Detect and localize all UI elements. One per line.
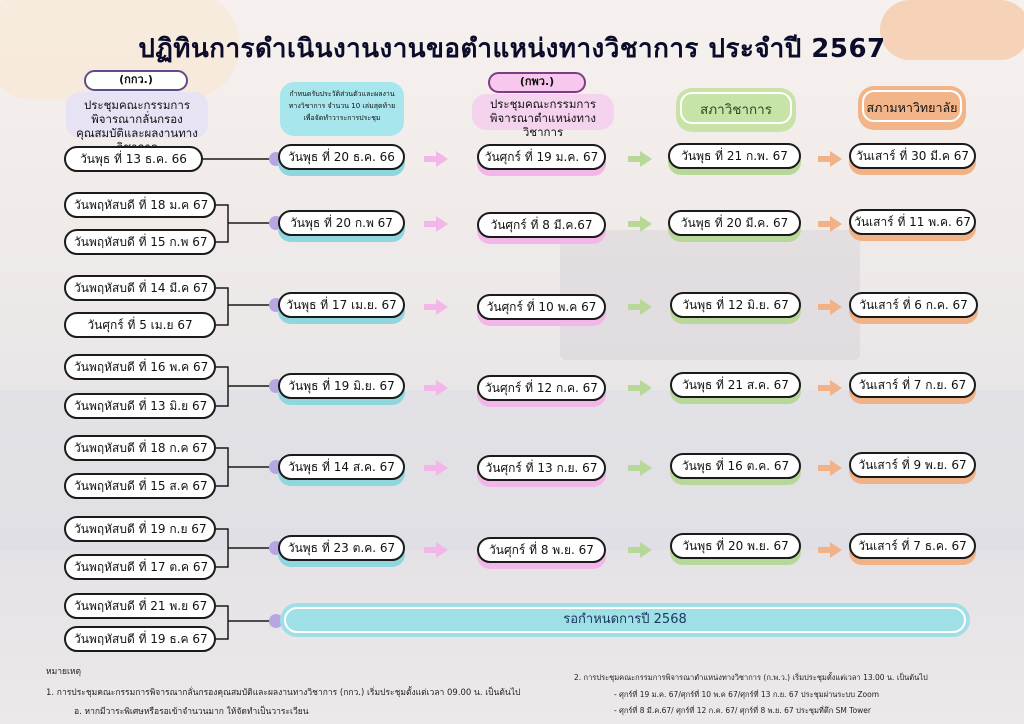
arrow-to-kpw-2 [424, 216, 448, 232]
arrow-to-council-5 [628, 460, 652, 476]
left-date-6: วันพฤหัสบดี ที่ 16 พ.ค 67 [64, 354, 216, 380]
submit-date-2: วันพุธ ที่ 20 ก.พ 67 [278, 210, 405, 236]
council-date-6: วันพุธ ที่ 20 พ.ย. 67 [670, 533, 801, 559]
kpw-date-2: วันศุกร์ ที่ 8 มี.ค.67 [477, 212, 606, 238]
univ-date-4: วันเสาร์ ที่ 7 ก.ย. 67 [849, 372, 976, 398]
arrow-to-kpw-3 [424, 299, 448, 315]
arrow-to-univ-6 [818, 542, 842, 558]
page-title: ปฏิทินการดำเนินงานงานขอตำแหน่งทางวิชาการ… [138, 34, 886, 64]
submit-date-5: วันพุธ ที่ 14 ส.ค. 67 [278, 454, 405, 480]
connector-row-7 [216, 605, 276, 640]
left-date-8: วันพฤหัสบดี ที่ 18 ก.ค 67 [64, 435, 216, 461]
left-date-3: วันพฤหัสบดี ที่ 15 ก.พ 67 [64, 229, 216, 255]
kpw-date-6: วันศุกร์ ที่ 8 พ.ย. 67 [477, 537, 606, 563]
arrow-to-univ-4 [818, 380, 842, 396]
arrow-to-univ-3 [818, 299, 842, 315]
kpw-date-3: วันศุกร์ ที่ 10 พ.ค 67 [477, 294, 606, 320]
arrow-to-univ-2 [818, 216, 842, 232]
connector-row-6 [216, 528, 276, 568]
univ-date-1: วันเสาร์ ที่ 30 มี.ค 67 [849, 143, 976, 169]
left-date-12: วันพฤหัสบดี ที่ 21 พ.ย 67 [64, 593, 216, 619]
submit-date-1: วันพุธ ที่ 20 ธ.ค. 66 [278, 144, 405, 170]
council-date-2: วันพุธ ที่ 20 มี.ค. 67 [668, 210, 801, 236]
note-2b: - ศุกร์ที่ 8 มี.ค.67/ ศุกร์ที่ 12 ก.ค. 6… [614, 706, 872, 715]
header-col1-badge: (กกว.) [84, 70, 188, 91]
left-date-2: วันพฤหัสบดี ที่ 18 ม.ค 67 [64, 192, 216, 218]
submit-date-6: วันพุธ ที่ 23 ต.ค. 67 [278, 535, 405, 561]
council-date-5: วันพุธ ที่ 16 ต.ค. 67 [670, 453, 801, 479]
note-2a: - ศุกร์ที่ 19 ม.ค. 67/ศุกร์ที่ 10 พ.ค 67… [614, 690, 880, 699]
left-date-4: วันพฤหัสบดี ที่ 14 มี.ค 67 [64, 275, 216, 301]
arrow-to-kpw-6 [424, 542, 448, 558]
kpw-date-5: วันศุกร์ ที่ 13 ก.ย. 67 [477, 455, 606, 481]
council-date-3: วันพุธ ที่ 12 มิ.ย. 67 [670, 292, 801, 318]
arrow-to-kpw-1 [424, 151, 448, 167]
connector-row-3 [216, 287, 276, 326]
header-col2: กำหนดรับประวัติส่วนตัวและผลงานทางวิชาการ… [280, 82, 404, 136]
arrow-to-council-2 [628, 216, 652, 232]
left-date-9: วันพฤหัสบดี ที่ 15 ส.ค 67 [64, 473, 216, 499]
header-col4: สภาวิชาการ [676, 88, 796, 132]
univ-date-3: วันเสาร์ ที่ 6 ก.ค. 67 [849, 292, 978, 318]
connector-row-4 [216, 366, 276, 407]
left-date-5: วันศุกร์ ที่ 5 เม.ย 67 [64, 312, 216, 338]
left-date-7: วันพฤหัสบดี ที่ 13 มิ.ย 67 [64, 393, 216, 419]
arrow-to-univ-5 [818, 460, 842, 476]
header-col3: ประชุมคณะกรรมการพิจารณาตำแหน่งทางวิชาการ [472, 94, 614, 139]
univ-date-6: วันเสาร์ ที่ 7 ธ.ค. 67 [849, 533, 976, 559]
left-date-13: วันพฤหัสบดี ที่ 19 ธ.ค 67 [64, 626, 216, 652]
header-col5-text: สภามหาวิทยาลัย [862, 90, 962, 122]
council-date-1: วันพุธ ที่ 21 ก.พ. 67 [668, 143, 801, 169]
header-col5: สภามหาวิทยาลัย [858, 86, 966, 130]
left-date-11: วันพฤหัสบดี ที่ 17 ต.ค 67 [64, 554, 216, 580]
waiting-bar: รอกำหนดการปี 2568 [280, 603, 970, 637]
connector-row-2 [216, 204, 276, 243]
submit-date-3: วันพุธ ที่ 17 เม.ย. 67 [278, 292, 405, 318]
row-dot-7 [269, 614, 283, 628]
arrow-to-kpw-5 [424, 460, 448, 476]
left-date-1: วันพุธ ที่ 13 ธ.ค. 66 [64, 146, 203, 172]
council-date-4: วันพุธ ที่ 21 ส.ค. 67 [670, 372, 801, 398]
kpw-date-1: วันศุกร์ ที่ 19 ม.ค. 67 [477, 144, 606, 170]
arrow-to-council-4 [628, 380, 652, 396]
note-1: 1. การประชุมคณะกรรมการพิจารณากลั่นกรองคุ… [46, 688, 521, 698]
arrow-to-council-3 [628, 299, 652, 315]
note-1b: อ. หากมีวาระพิเศษหรือรอเข้าจำนวนมาก ให้จ… [74, 707, 309, 717]
arrow-to-council-6 [628, 542, 652, 558]
header-col4-text: สภาวิชาการ [680, 92, 792, 124]
arrow-to-kpw-4 [424, 380, 448, 396]
waiting-label: รอกำหนดการปี 2568 [284, 607, 966, 633]
univ-date-5: วันเสาร์ ที่ 9 พ.ย. 67 [849, 452, 976, 478]
submit-date-4: วันพุธ ที่ 19 มิ.ย. 67 [278, 373, 405, 399]
header-col3-badge: (กพว.) [488, 72, 586, 93]
header-col2-text: กำหนดรับประวัติส่วนตัวและผลงานทางวิชาการ… [288, 90, 396, 122]
notes-heading: หมายเหตุ [46, 667, 81, 677]
arrow-to-univ-1 [818, 151, 842, 167]
arrow-to-council-1 [628, 151, 652, 167]
connector-row-5 [216, 447, 276, 487]
kpw-date-4: วันศุกร์ ที่ 12 ก.ค. 67 [477, 375, 606, 401]
header-col3-text: ประชุมคณะกรรมการพิจารณาตำแหน่งทางวิชาการ [489, 97, 597, 139]
univ-date-2: วันเสาร์ ที่ 11 พ.ค. 67 [849, 209, 976, 235]
note-2: 2. การประชุมคณะกรรมการพิจารณาตำแหน่งทางว… [574, 673, 928, 682]
left-date-10: วันพฤหัสบดี ที่ 19 ก.ย 67 [64, 516, 216, 542]
